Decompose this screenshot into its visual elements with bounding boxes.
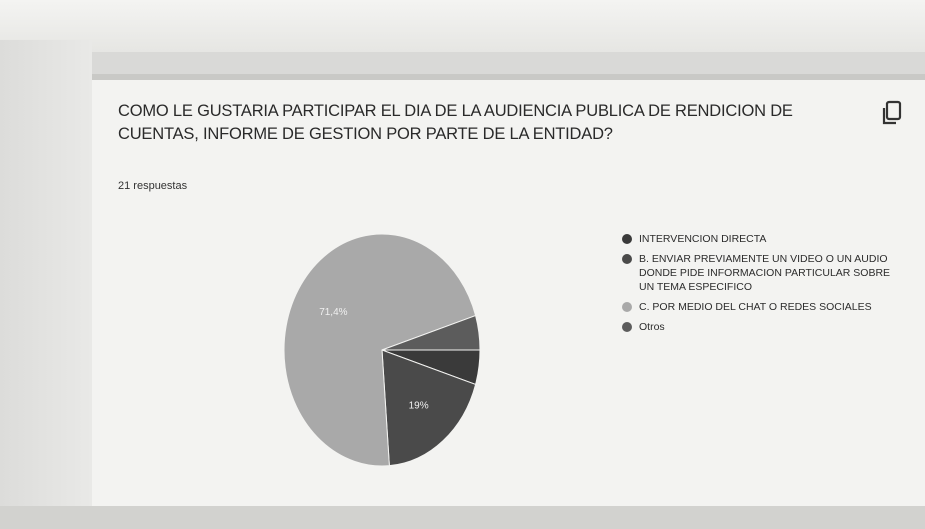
- pie-slice-label: 71,4%: [319, 307, 347, 318]
- legend-item[interactable]: INTERVENCION DIRECTA: [622, 232, 892, 246]
- pie-slice-label: 19%: [409, 400, 429, 411]
- question-title: COMO LE GUSTARIA PARTICIPAR EL DIA DE LA…: [118, 102, 793, 143]
- pie-slice-4[interactable]: [381, 314, 481, 351]
- paper-background: [0, 0, 925, 52]
- pie-slice-2[interactable]: [381, 349, 477, 467]
- legend-swatch: [622, 302, 632, 312]
- pie-chart: 19% 71,4%: [283, 233, 481, 467]
- legend-item[interactable]: Otros: [622, 320, 892, 334]
- copy-chart-button[interactable]: [880, 100, 904, 128]
- question-card: COMO LE GUSTARIA PARTICIPAR EL DIA DE LA…: [92, 74, 925, 506]
- response-count: 21 respuestas: [118, 180, 188, 192]
- page-bottom-shadow: [0, 506, 925, 529]
- legend-label: Otros: [639, 321, 665, 333]
- legend-label: C. POR MEDIO DEL CHAT O REDES SOCIALES: [639, 301, 872, 313]
- legend-item[interactable]: C. POR MEDIO DEL CHAT O REDES SOCIALES: [622, 300, 892, 314]
- legend-item[interactable]: B. ENVIAR PREVIAMENTE UN VIDEO O UN AUDI…: [622, 252, 892, 294]
- legend-label: B. ENVIAR PREVIAMENTE UN VIDEO O UN AUDI…: [639, 253, 891, 293]
- legend-swatch: [622, 322, 632, 332]
- legend-swatch: [622, 254, 632, 264]
- legend-label: INTERVENCION DIRECTA: [639, 233, 767, 245]
- pie-slice-3[interactable]: [283, 233, 477, 467]
- legend-swatch: [622, 234, 632, 244]
- page-margin: [0, 40, 92, 529]
- copy-icon: [882, 100, 902, 125]
- chart-legend: INTERVENCION DIRECTA B. ENVIAR PREVIAMENT…: [622, 232, 892, 340]
